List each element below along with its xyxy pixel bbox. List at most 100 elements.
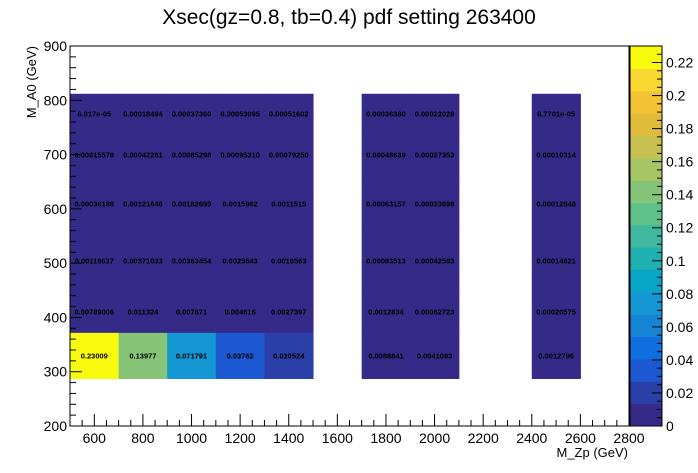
- cell-value-label: 0.0011515: [271, 199, 306, 208]
- colorbar-segment: [630, 68, 662, 92]
- colorbar-segment: [630, 157, 662, 181]
- heatmap-cell: [167, 332, 217, 379]
- cell-value-label: 0.00037360: [172, 109, 212, 118]
- x-tick-label: 1200: [225, 430, 256, 446]
- colorbar-tick-label: 0.22: [666, 55, 693, 71]
- cell-value-label: 0.020524: [273, 351, 305, 360]
- cell-value-label: 0.00062723: [415, 307, 455, 316]
- heatmap-cell: [167, 290, 217, 333]
- cell-value-label: 0.00085298: [172, 151, 212, 160]
- cell-value-label: 0.00083513: [366, 256, 406, 265]
- heatmap-cell: [118, 132, 168, 177]
- heatmap-cell: [118, 176, 168, 232]
- colorbar-segment: [630, 269, 662, 293]
- heatmap-cell: [264, 93, 314, 134]
- y-axis: 200 300 400 500 600 700 800 900: [44, 38, 82, 434]
- x-tick-label: 2200: [468, 430, 499, 446]
- heatmap-cell: [118, 332, 168, 379]
- heatmap-cell: [361, 93, 411, 134]
- cell-value-label: 0.00095310: [220, 151, 260, 160]
- colorbar-segment: [630, 90, 662, 114]
- cell-value-label: 0.00015578: [74, 151, 114, 160]
- cell-value-label: 0.00121646: [123, 199, 163, 208]
- heatmap-cell: [410, 230, 460, 291]
- heatmap-cell: [167, 176, 217, 232]
- colorbar-segment: [630, 113, 662, 136]
- heatmap-cell: [264, 332, 314, 379]
- heatmap-cell: [410, 332, 460, 379]
- heatmap-cell: [531, 230, 581, 291]
- heatmap-cell: [264, 176, 314, 232]
- cell-value-label: 0.00182695: [172, 199, 212, 208]
- heatmap-cell: [361, 230, 411, 291]
- heatmap-cell: [70, 290, 120, 333]
- x-tick-label: 1800: [370, 430, 401, 446]
- heatmap-cell: [118, 230, 168, 291]
- cell-value-label: 0.004616: [224, 307, 255, 316]
- y-tick-label: 500: [44, 255, 68, 271]
- cell-value-label: 0.00079250: [269, 151, 309, 160]
- cell-value-label: 0.00053095: [220, 109, 260, 118]
- y-tick-label: 300: [44, 364, 68, 380]
- heatmap-cell: [531, 290, 581, 333]
- heatmap-cell: [264, 230, 314, 291]
- cell-value-label: 0.00118637: [75, 256, 114, 265]
- colorbar-segment: [630, 403, 662, 427]
- cell-value-label: 0.00027353: [415, 151, 455, 160]
- colorbar-segment: [630, 291, 662, 315]
- y-tick-label: 800: [44, 92, 68, 108]
- colorbar-segment: [630, 135, 662, 159]
- y-tick-label: 200: [44, 418, 68, 434]
- heatmap-cell: [410, 132, 460, 177]
- heatmap-cell: [167, 132, 217, 177]
- cell-value-label: 0.0025643: [222, 256, 257, 265]
- heatmap-cell: [410, 176, 460, 232]
- heatmap-cell: [215, 230, 265, 291]
- heatmap-cell: [167, 230, 217, 291]
- cell-value-label: 0.00014621: [536, 256, 576, 265]
- colorbar-segment: [630, 381, 662, 405]
- cell-value-label: 0.0088841: [368, 351, 403, 360]
- colorbar-tick-label: 0.14: [666, 187, 693, 203]
- x-tick-label: 800: [131, 430, 155, 446]
- heatmap-cell: [215, 93, 265, 134]
- x-axis: 600 800 1000 1200 1400 1600 1800 2000 2200 2400 26…: [69, 414, 645, 446]
- heatmap-cell: [215, 332, 265, 379]
- cell-value-label: 0.0027397: [271, 307, 306, 316]
- cell-value-label: 0.00789006: [74, 307, 114, 316]
- heatmap-cell: [70, 176, 120, 232]
- colorbar-tick-label: 0.08: [666, 286, 693, 302]
- cell-value-label: 0.00371033: [123, 256, 163, 265]
- colorbar-segment: [630, 180, 662, 203]
- y-tick-label: 700: [44, 147, 68, 163]
- x-tick-label: 2000: [419, 430, 450, 446]
- colorbar-segment: [630, 336, 662, 360]
- x-tick-label: 2800: [613, 430, 644, 446]
- heatmap-cell: [215, 176, 265, 232]
- y-tick-label: 900: [44, 38, 68, 54]
- cell-value-label: 0.00042281: [123, 151, 163, 160]
- cell-value-label: 0.011324: [127, 307, 159, 316]
- heatmap-cell: [361, 332, 411, 379]
- x-tick-label: 1400: [273, 430, 304, 446]
- cell-value-label: 0.00036380: [366, 109, 406, 118]
- heatmap-cell: [118, 290, 168, 333]
- cell-value-label: 0.00020575: [536, 307, 576, 316]
- cell-value-label: 0.071791: [176, 351, 207, 360]
- heatmap-cell: [264, 290, 314, 333]
- heatmap-cell: [118, 93, 168, 134]
- cell-value-label: 0.0016563: [271, 256, 306, 265]
- heatmap-cells: [70, 93, 581, 379]
- y-tick-label: 400: [44, 309, 68, 325]
- colorbar-tick-label: 0.1: [666, 253, 686, 269]
- heatmap-cell: [410, 290, 460, 333]
- cell-value-label: 0.0041083: [417, 351, 452, 360]
- cell-value-label: 0.03762: [227, 351, 254, 360]
- cell-value-label: 0.00363454: [172, 256, 212, 265]
- cell-value-label: 6.017e-05: [77, 109, 111, 118]
- chart-title: Xsec(gz=0.8, tb=0.4) pdf setting 263400: [162, 6, 536, 29]
- cell-value-label: 0.00010314: [536, 151, 576, 160]
- colorbar-segment: [630, 247, 662, 271]
- heatmap-cell-labels: 0.23009 0.13977 0.071791 0.03762 0.020524 0.0…: [74, 109, 576, 360]
